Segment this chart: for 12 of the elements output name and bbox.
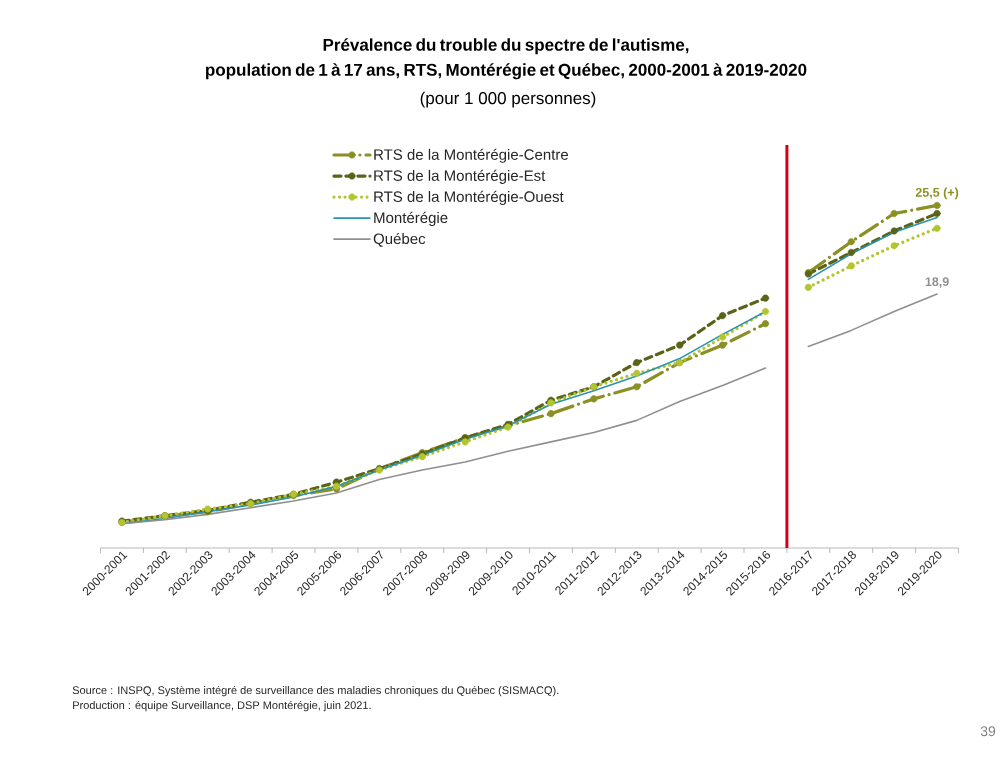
legend-label: RTS de la Montérégie-Centre <box>374 148 569 163</box>
text: 39 <box>980 726 996 737</box>
source-note: Source : INSPQ, Système intégré de surveillance des maladies chroniques du Québec (SISMACQ). <box>72 685 559 697</box>
text: Production : équipe Surveillance, DSP Montérégie, juin 2021. <box>73 700 371 712</box>
legend-label: RTS de la Montérégie-Ouest <box>374 190 564 205</box>
legend-label: Montérégie <box>374 211 448 226</box>
legend-label: Québec <box>373 232 426 247</box>
data-label: 18,9 <box>925 277 949 288</box>
data-label: 25,5 (+) <box>915 187 959 200</box>
chart-subtitle: (pour 1 000 personnes) <box>420 91 596 108</box>
chart-title: Prévalence du trouble du spectre de l'autisme, population de 1 à 17 ans, RTS, Montérégie et Québec, 2000-2001 à 2019-2020 <box>206 38 807 80</box>
legend-label: RTS de la Montérégie-Est <box>374 169 546 184</box>
